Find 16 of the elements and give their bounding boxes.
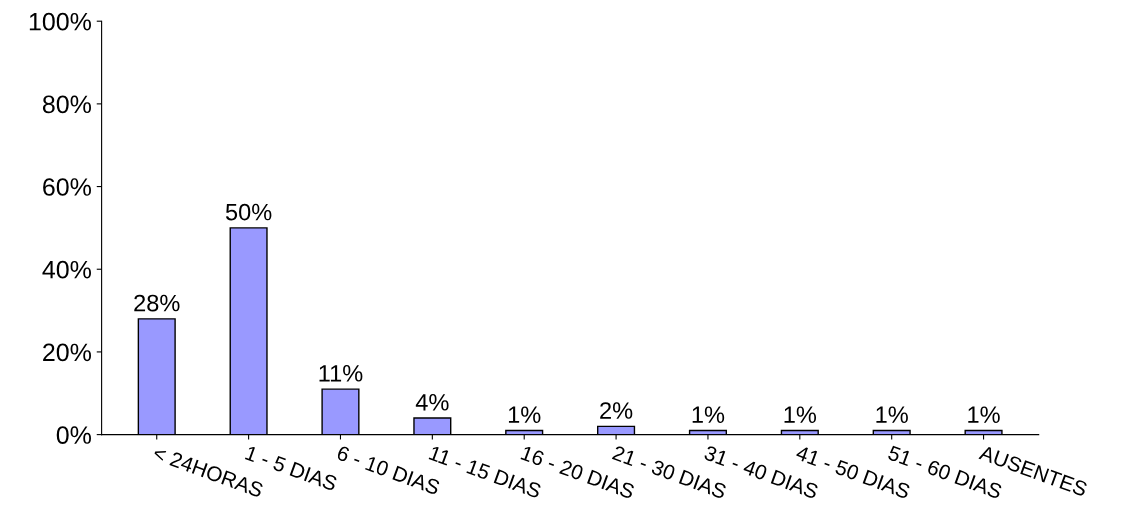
data-label: 1%	[692, 406, 725, 423]
y-tick-label: 40%	[42, 260, 91, 279]
data-label: 1%	[968, 406, 1000, 423]
y-tick-label: 20%	[43, 343, 91, 362]
y-tick-label: 100%	[29, 12, 91, 31]
y-tick-label: 60%	[43, 178, 91, 196]
data-label: 1%	[784, 406, 817, 423]
data-label: 4%	[415, 394, 449, 411]
data-label: 28%	[134, 294, 180, 312]
data-label: 50%	[225, 203, 272, 221]
data-label: 2%	[600, 402, 633, 419]
data-label: 11%	[319, 365, 363, 382]
data-label: 1%	[508, 406, 541, 423]
y-tick-label: 0%	[56, 426, 91, 444]
y-tick-label: 80%	[42, 95, 91, 114]
data-label: 1%	[876, 406, 908, 423]
